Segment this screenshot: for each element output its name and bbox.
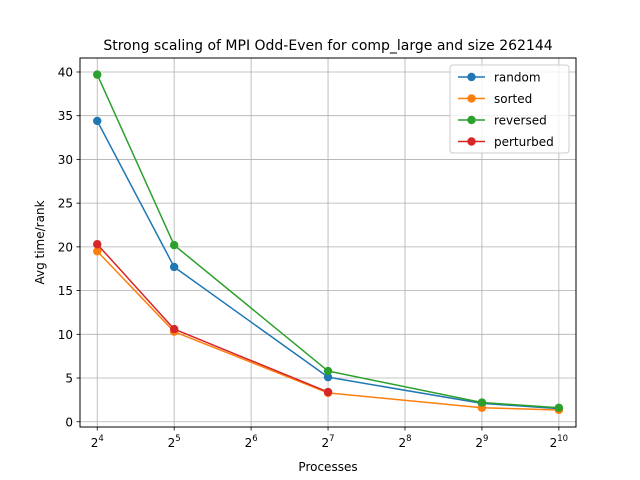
y-tick-label: 15 [58,284,73,298]
y-tick-label: 10 [58,328,73,342]
x-tick-label: 26 [245,434,258,450]
legend-item: reversed [458,114,547,128]
data-point [323,387,333,397]
legend: random sorted reversed perturbed [449,64,570,154]
x-tick-base: 2 [550,436,558,450]
y-tick-label: 40 [58,65,73,79]
legend-label: reversed [494,114,547,128]
x-tick-base: 2 [475,436,483,450]
x-tick-exponent: 8 [406,434,411,444]
x-tick-label: 25 [168,434,181,450]
legend-marker [467,115,476,125]
data-point [554,403,564,412]
x-tick-label: 210 [550,434,568,450]
data-point [93,240,102,249]
x-tick-label: 28 [398,434,411,450]
x-tick-exponent: 4 [98,434,103,444]
legend-marker [467,94,476,103]
legend-label: random [494,71,541,85]
x-tick-base: 2 [322,436,330,450]
series-perturbed [93,240,333,397]
data-point [93,116,102,126]
y-tick-label: 20 [58,240,73,254]
data-point [93,247,102,256]
y-tick-label: 0 [65,415,73,429]
x-tick-label: 29 [475,434,488,450]
y-tick-label: 35 [58,109,73,123]
legend-label: perturbed [494,135,554,149]
x-tick-label: 27 [322,434,335,450]
x-axis: 24 25 26 27 28 29 210 [91,427,568,450]
chart-title: Strong scaling of MPI Odd-Even for comp_… [103,38,552,54]
data-point [169,262,179,272]
data-point [169,240,179,250]
data-point [477,398,487,407]
series-layer [93,70,564,415]
x-axis-label: Processes [298,460,357,474]
legend-marker [467,137,476,146]
y-axis: 0 5 10 15 20 25 30 35 40 [58,65,80,429]
y-axis-label: Avg time/rank [33,200,47,284]
x-tick-label: 24 [91,434,104,450]
series-reversed [93,70,564,412]
x-tick-exponent: 6 [252,434,257,444]
y-tick-label: 30 [58,153,73,167]
data-point [93,70,102,79]
legend-item: random [458,71,541,85]
x-tick-base: 2 [168,436,176,450]
x-tick-exponent: 7 [329,434,334,444]
x-tick-exponent: 10 [557,434,568,444]
y-tick-label: 25 [58,197,73,211]
legend-item: sorted [458,92,532,106]
data-point [323,366,333,376]
data-point [323,372,333,382]
x-tick-base: 2 [245,436,253,450]
grid [80,58,576,427]
legend-item: perturbed [458,135,554,149]
x-tick-exponent: 5 [175,434,180,444]
x-tick-base: 2 [398,436,406,450]
legend-marker [467,72,476,82]
legend-box [449,64,570,154]
x-tick-exponent: 9 [483,434,488,444]
data-point [169,324,179,334]
x-tick-base: 2 [91,436,99,450]
legend-label: sorted [494,92,532,106]
y-tick-label: 5 [65,372,73,386]
